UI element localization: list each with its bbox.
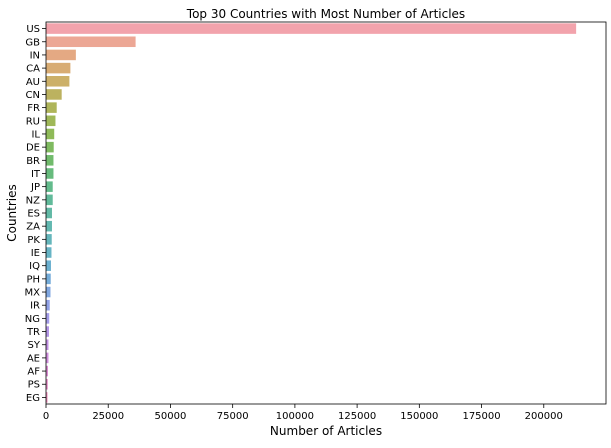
y-tick-label: IR [30,301,40,312]
y-tick-label: DE [26,143,40,154]
bar-ng [46,313,50,324]
bar-de [46,141,54,153]
bar-sy [46,339,49,350]
y-tick-label: PH [26,274,40,285]
x-tick-label: 100000 [276,411,314,422]
bar-ru [46,115,56,127]
bar-ps [46,378,48,390]
y-tick-label: MX [25,288,41,299]
y-tick-label: JP [30,182,40,193]
y-tick-label: IN [30,50,40,61]
y-tick-label: AE [27,353,40,364]
bar-mx [46,286,51,298]
y-tick-label: EG [26,393,40,404]
x-axis-ticks: 0 25000 50000 75000 100000 125000 150000 175000… [43,404,563,422]
y-tick-label: ES [27,209,40,220]
y-tick-label: SY [28,340,41,351]
y-tick-label: PK [27,235,40,246]
y-tick-label: RU [26,116,40,127]
y-tick-label: FR [27,103,40,114]
bars-group [46,23,577,403]
x-tick-label: 175000 [462,411,500,422]
y-tick-label: AF [27,367,40,378]
bar-eg [46,392,48,403]
bar-ie [46,247,52,258]
plot-frame [45,21,607,405]
y-axis-label: Countries [5,184,19,242]
bar-gb [46,36,136,48]
x-tick-label: 25000 [92,411,124,422]
y-tick-label: TR [26,327,40,338]
y-tick-label: NZ [26,195,40,206]
x-tick-label: 50000 [155,411,187,422]
bar-es [46,207,52,219]
bar-za [46,220,52,232]
y-tick-label: CA [26,64,40,75]
x-tick-label: 125000 [338,411,376,422]
y-tick-label: IT [31,169,41,180]
y-tick-label: AU [26,77,40,88]
bar-iq [46,260,51,271]
x-tick-label: 75000 [217,411,249,422]
chart-title: Top 30 Countries with Most Number of Art… [186,7,465,21]
x-tick-label: 200000 [525,411,563,422]
bar-ph [46,273,51,285]
bar-af [46,365,48,377]
y-tick-label: GB [25,37,40,48]
y-tick-label: CN [26,90,40,101]
bar-br [46,155,54,166]
x-tick-label: 0 [43,411,49,422]
bar-in [46,49,76,61]
bar-il [46,128,55,140]
x-axis-label: Number of Articles [270,424,382,438]
bar-ir [46,299,50,311]
y-tick-label: IE [31,248,40,259]
bar-pk [46,234,52,245]
y-tick-label: NG [25,314,40,325]
bar-us [46,23,577,34]
bar-jp [46,181,53,192]
bar-it [46,168,54,179]
y-tick-label: IQ [29,261,40,272]
bar-nz [46,194,53,206]
bar-ca [46,62,71,74]
y-tick-label: PS [28,380,40,391]
x-tick-label: 150000 [400,411,438,422]
y-tick-label: BR [26,156,40,167]
bar-tr [46,326,49,337]
y-tick-label: IL [31,129,40,140]
bar-ae [46,352,49,364]
y-tick-label: US [26,24,40,35]
bar-fr [46,102,57,113]
y-tick-label: ZA [26,222,40,233]
y-axis-ticks: US GB IN CA AU CN FR RU IL DE BR IT JP NZ ES ZA PK IE IQ PH… [25,24,46,404]
bar-cn [46,89,62,100]
bar-au [46,76,70,87]
